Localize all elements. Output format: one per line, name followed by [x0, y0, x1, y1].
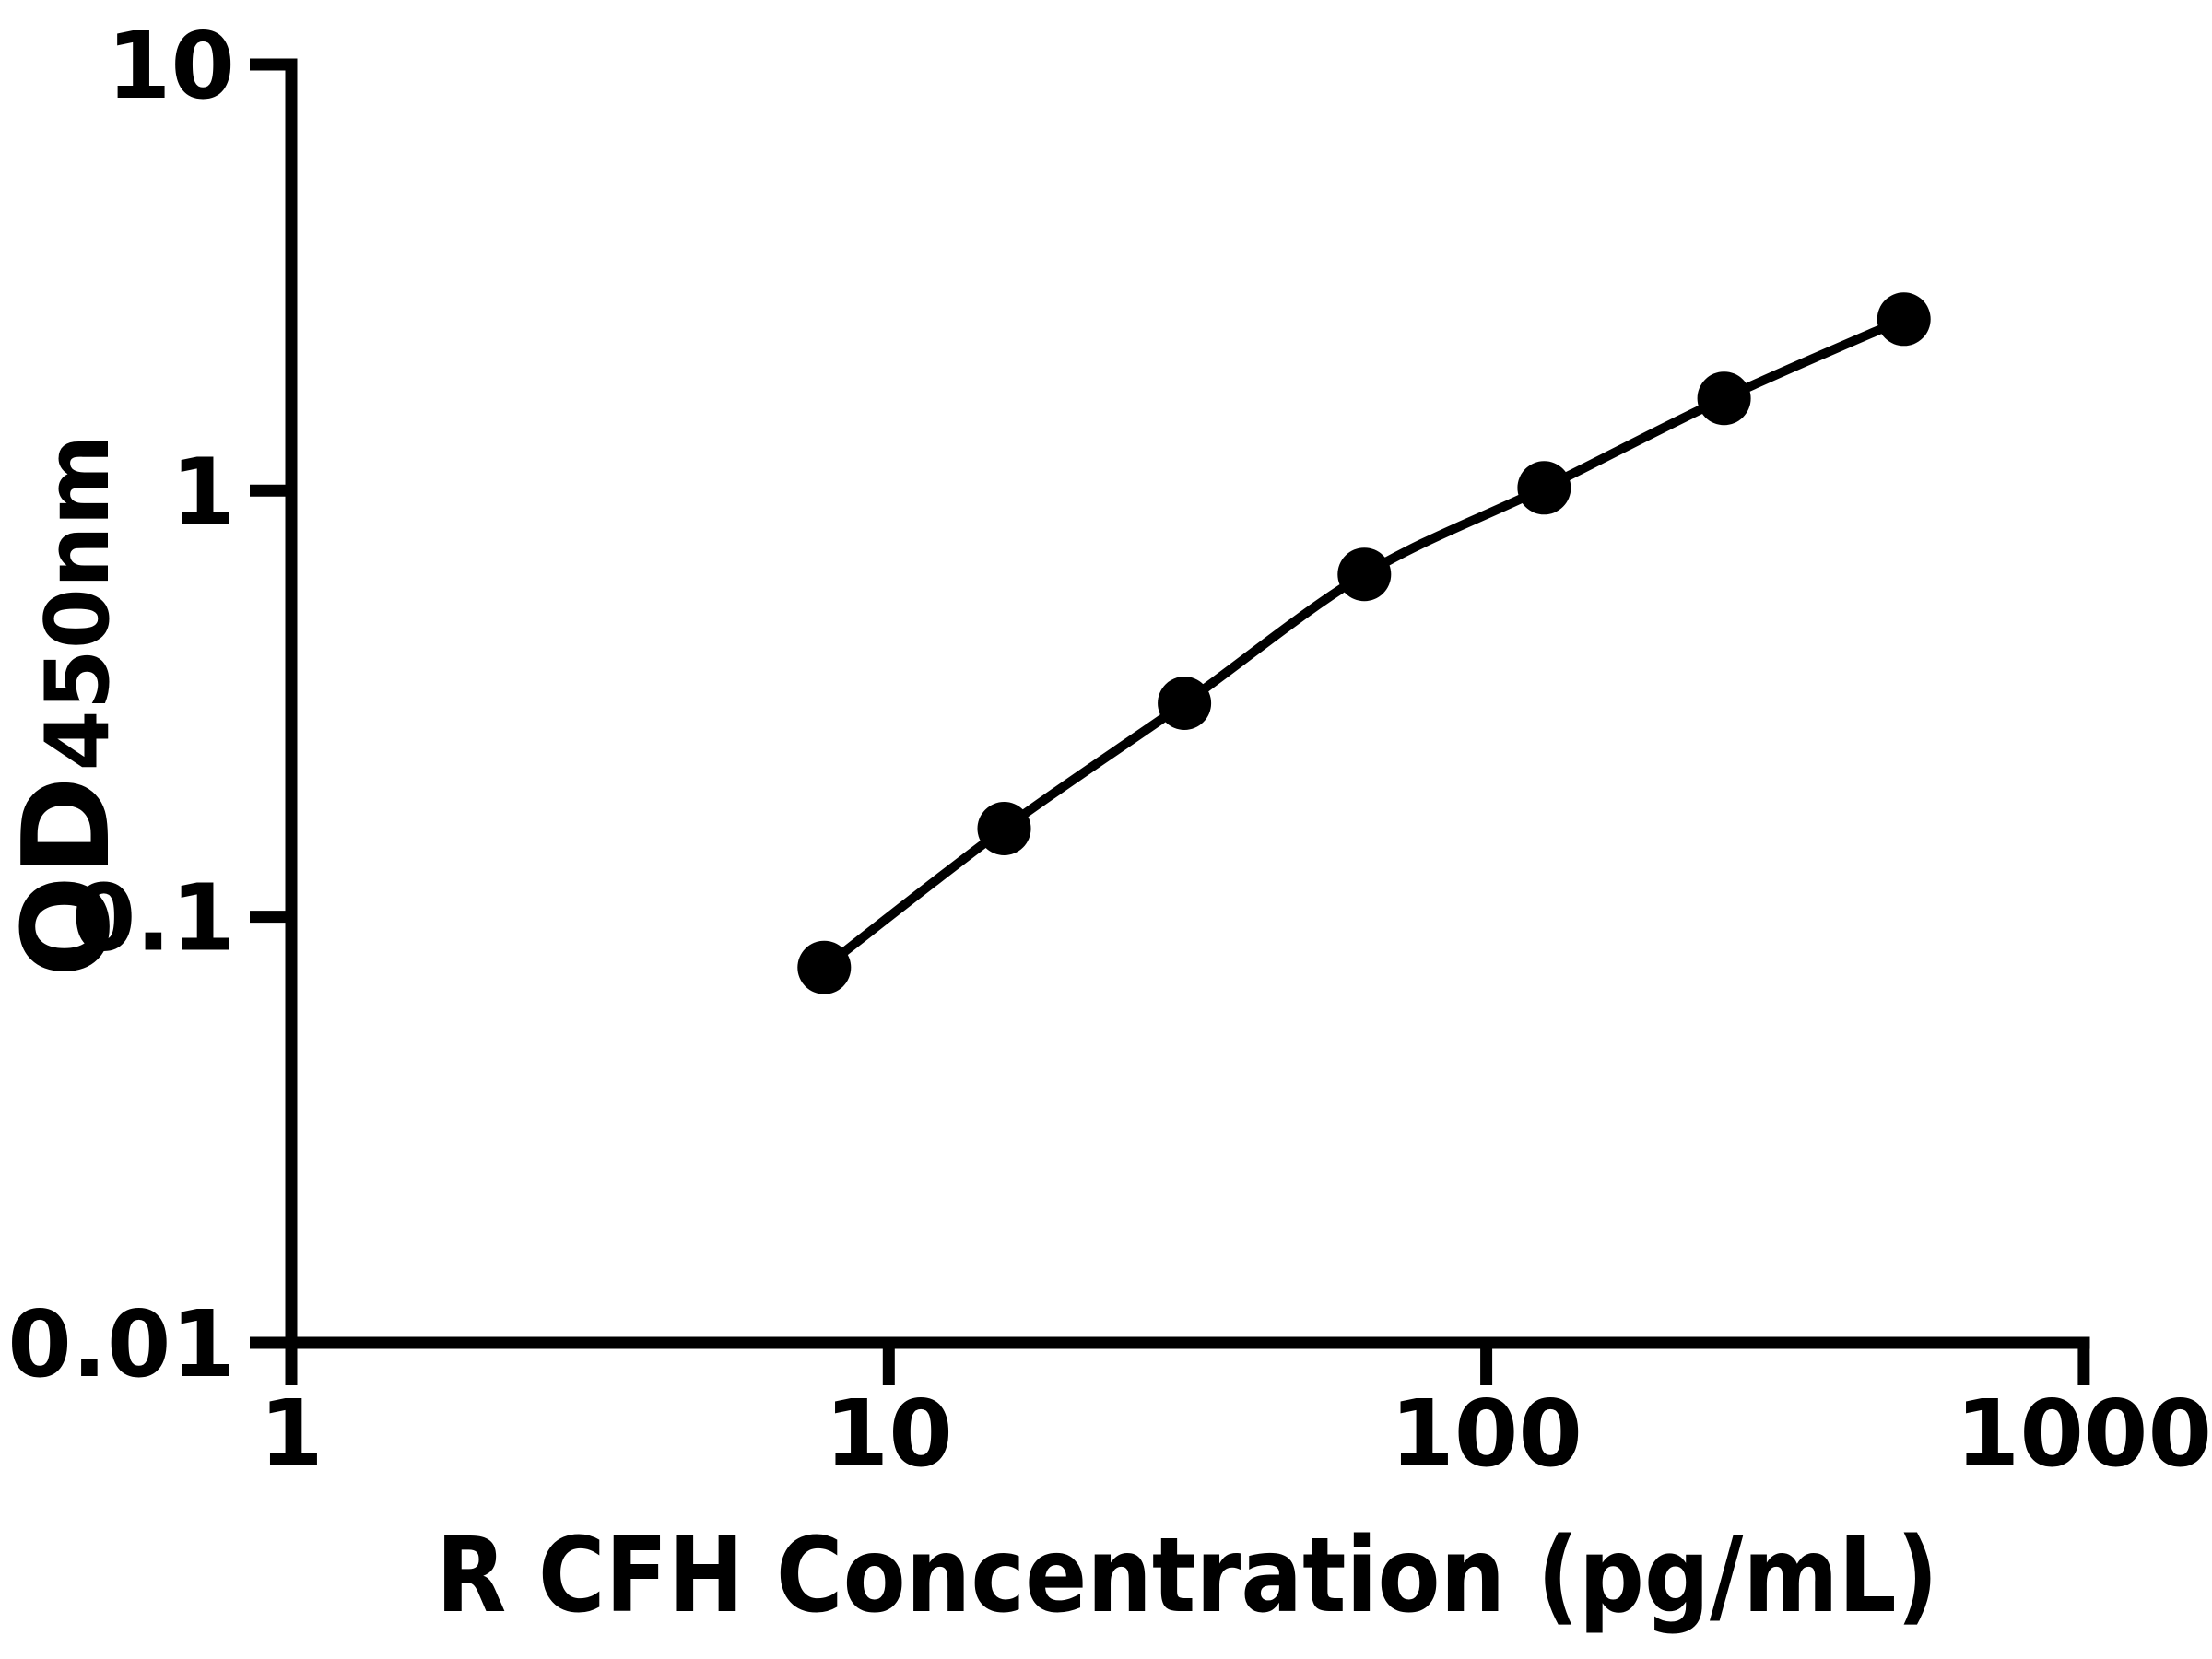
y-axis-ticks [250, 58, 291, 1349]
data-point [1158, 677, 1212, 730]
x-tick-label: 1 [259, 1380, 324, 1488]
y-tick-label: 1 [171, 438, 235, 546]
x-axis-ticks [285, 1343, 2090, 1385]
y-axis-title: OD 450nm [0, 435, 136, 978]
data-point [797, 940, 852, 994]
y-tick-label: 0.01 [7, 1290, 235, 1398]
y-tick-label: 0.1 [72, 865, 235, 972]
y-tick-label: 10 [107, 12, 235, 120]
data-point-markers [797, 292, 1931, 994]
y-axis-tick-labels: 10 1 0.1 0.01 [7, 12, 235, 1398]
data-point [977, 802, 1031, 855]
data-point [1877, 292, 1931, 347]
y-axis-title-main: OD [0, 776, 136, 977]
x-axis-title: R CFH Concentration (pg/mL) [436, 1516, 1938, 1636]
y-axis-title-subscript: 450nm [28, 435, 129, 771]
data-point [1337, 547, 1392, 602]
x-tick-label: 1000 [1956, 1380, 2212, 1488]
x-tick-label: 10 [825, 1380, 953, 1488]
x-tick-label: 100 [1390, 1380, 1583, 1488]
data-point [1517, 461, 1571, 515]
x-axis-tick-labels: 1 10 100 1000 [259, 1380, 2212, 1488]
data-point [1697, 371, 1751, 426]
